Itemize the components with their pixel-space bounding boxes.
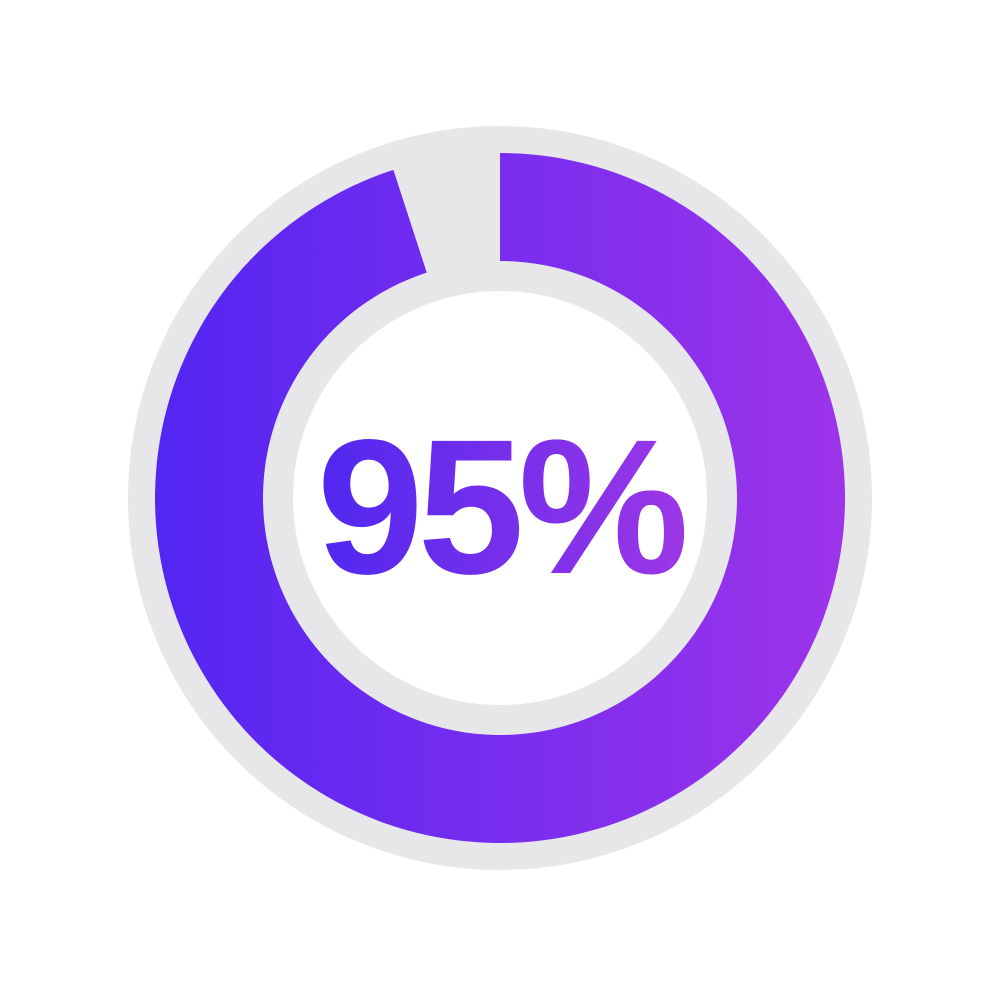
progress-arc	[155, 153, 846, 843]
percentage-label: 95%	[317, 399, 685, 614]
